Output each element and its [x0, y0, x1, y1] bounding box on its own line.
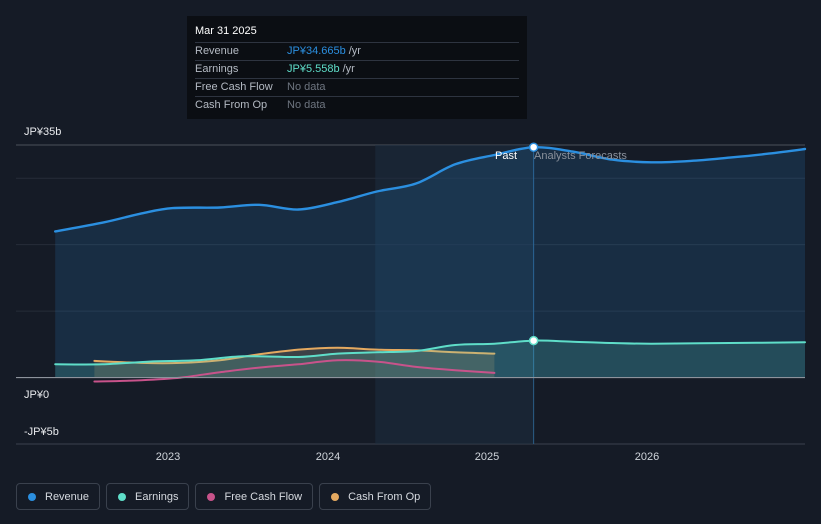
- tooltip-label: Revenue: [195, 45, 240, 57]
- legend-label: Free Cash Flow: [224, 490, 303, 503]
- tooltip: Mar 31 2025 Revenue JP¥34.665b /yr Earni…: [187, 16, 527, 119]
- tooltip-label: Free Cash Flow: [195, 81, 273, 93]
- y-tick-label-35b: JP¥35b: [24, 126, 62, 138]
- legend-label: Earnings: [135, 490, 179, 503]
- tooltip-row-free-cash-flow: Free Cash Flow No data: [195, 78, 519, 96]
- legend-label: Revenue: [45, 490, 90, 503]
- tooltip-value: JP¥34.665b: [287, 45, 346, 57]
- tooltip-label: Earnings: [195, 63, 239, 75]
- x-tick-label-2023: 2023: [155, 451, 181, 463]
- x-tick-label-2026: 2026: [634, 451, 660, 463]
- tooltip-row-earnings: Earnings JP¥5.558b /yr: [195, 60, 519, 78]
- revenue-dot-icon: [28, 492, 36, 501]
- y-tick-label-0: JP¥0: [24, 389, 50, 401]
- x-tick-label-2025: 2025: [474, 451, 500, 463]
- tooltip-label: Cash From Op: [195, 99, 268, 111]
- legend-item-earnings[interactable]: Earnings: [106, 483, 190, 510]
- tooltip-row-cash-from-op: Cash From Op No data: [195, 96, 519, 114]
- legend-item-free-cash-flow[interactable]: Free Cash Flow: [195, 483, 314, 510]
- revenue-area: [55, 147, 805, 378]
- revenue-line: [54, 145, 807, 233]
- legend-label: Cash From Op: [348, 490, 421, 503]
- markers: [528, 142, 539, 346]
- free-cash-flow-line: [93, 359, 496, 383]
- tooltip-date: Mar 31 2025: [195, 25, 257, 37]
- past-period-shade: [375, 145, 534, 444]
- legend-item-revenue[interactable]: Revenue: [16, 483, 101, 510]
- earnings-area: [55, 340, 805, 378]
- cash-from-op-dot-icon: [331, 492, 340, 501]
- earnings-line: [54, 339, 806, 366]
- y-tick-label-minus-5b: -JP¥5b: [24, 426, 59, 438]
- forecast-label: Analysts Forecasts: [534, 150, 627, 162]
- tooltip-unit: /yr: [342, 63, 355, 75]
- legend-item-cash-from-op[interactable]: Cash From Op: [319, 483, 432, 510]
- tooltip-unit: /yr: [348, 45, 361, 57]
- tooltip-value: No data: [287, 81, 326, 93]
- legend: Revenue Earnings Free Cash Flow Cash Fro…: [16, 483, 432, 510]
- earnings-marker: [528, 335, 539, 346]
- tooltip-row-revenue: Revenue JP¥34.665b /yr: [195, 42, 519, 60]
- x-tick-label-2024: 2024: [315, 451, 341, 463]
- tooltip-value: No data: [287, 99, 326, 111]
- cash-from-op-line: [93, 346, 496, 365]
- shading: [375, 145, 535, 444]
- cash-from-op-area: [94, 347, 495, 378]
- tooltip-value: JP¥5.558b: [287, 63, 340, 75]
- past-label: Past: [495, 150, 518, 162]
- free-cash-flow-dot-icon: [207, 492, 216, 501]
- earnings-dot-icon: [118, 492, 127, 501]
- series-layer: [16, 145, 807, 383]
- revenue-marker: [528, 142, 539, 152]
